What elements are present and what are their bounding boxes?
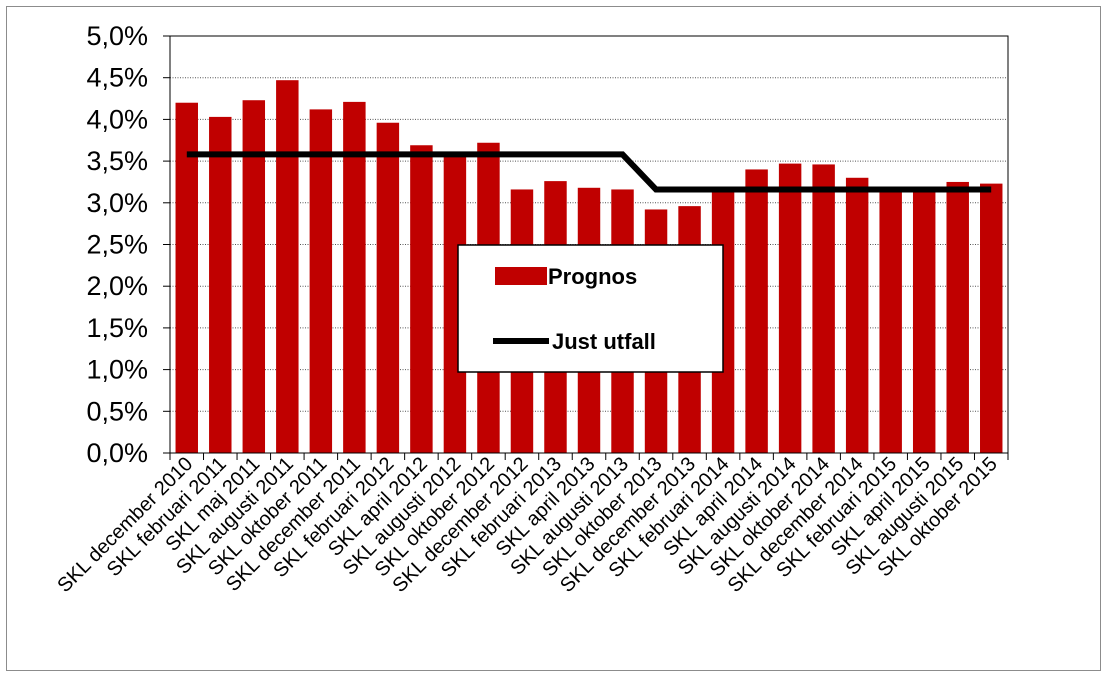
y-tick-label: 1,0% (86, 355, 148, 385)
bar (912, 189, 936, 453)
bar (410, 145, 433, 453)
legend-label-just-utfall: Just utfall (552, 329, 656, 354)
legend-box (457, 244, 724, 373)
bar (309, 109, 333, 453)
bar (175, 102, 198, 453)
bar (276, 80, 299, 454)
y-tick-label: 4,5% (86, 63, 148, 93)
y-tick-label: 5,0% (86, 21, 148, 51)
bar (443, 152, 467, 453)
bar (845, 177, 869, 453)
legend-label-prognos: Prognos (548, 264, 637, 289)
bars (175, 80, 1003, 454)
bar (946, 181, 969, 453)
y-tick-label: 0,0% (86, 438, 148, 468)
bar (980, 183, 1003, 454)
y-tick-label: 1,5% (86, 313, 148, 343)
bar (879, 189, 902, 453)
bar (209, 116, 232, 453)
y-axis-ticks: 0,0% 0,5% 1,0% 1,5% 2,0% 2,5% 3,0% 3,5% 4,0% 4,5%… (86, 21, 170, 468)
y-tick-label: 2,0% (86, 271, 148, 301)
legend-swatch-prognos (495, 267, 547, 285)
y-tick-label: 2,5% (86, 230, 148, 260)
bar (812, 164, 835, 453)
y-tick-label: 3,5% (86, 146, 148, 176)
chart-frame (6, 6, 1101, 671)
just-utfall-line (186, 151, 992, 193)
bar (343, 101, 366, 454)
y-tick-label: 0,5% (86, 396, 148, 426)
bar (242, 100, 266, 453)
series-line (186, 151, 992, 193)
bar (745, 169, 768, 453)
y-tick-label: 4,0% (86, 104, 148, 134)
legend: Prognos Just utfall (457, 244, 724, 373)
bar (778, 163, 802, 454)
bar (376, 122, 400, 454)
y-tick-label: 3,0% (86, 188, 148, 218)
